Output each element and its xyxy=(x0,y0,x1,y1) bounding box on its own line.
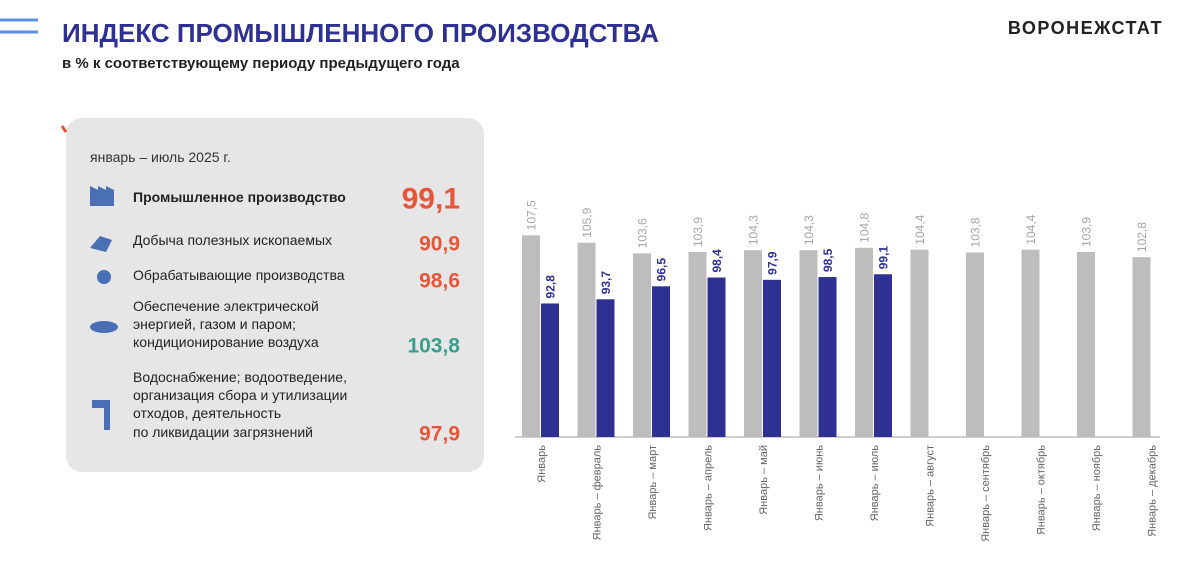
item-label: кондиционирование воздуха xyxy=(133,334,319,350)
value-label: 105,9 xyxy=(580,207,594,237)
bar xyxy=(799,250,818,437)
value-label: 103,9 xyxy=(1080,217,1094,247)
bar xyxy=(744,250,762,437)
x-tick-label: Январь – сентябрь xyxy=(980,445,992,542)
bar xyxy=(577,242,596,437)
x-tick-label: Январь – август xyxy=(925,445,937,527)
item-value: 99,1 xyxy=(402,183,460,216)
bar xyxy=(522,235,540,437)
value-label: 103,8 xyxy=(969,217,983,247)
decoration xyxy=(60,125,68,133)
bar xyxy=(541,303,559,437)
x-tick-label: Январь – март xyxy=(647,445,659,520)
value-label: 102,8 xyxy=(1135,222,1149,252)
bar xyxy=(910,249,929,437)
value-label: 103,9 xyxy=(691,217,705,247)
icon-industry xyxy=(90,186,114,206)
item-value: 98,6 xyxy=(419,269,460,292)
items: Промышленное производство 99,1 Добыча поле… xyxy=(133,183,460,446)
value-label: 93,7 xyxy=(599,271,613,295)
title: ИНДЕКС ПРОМЫШЛЕННОГО ПРОИЗВОДСТВА xyxy=(62,18,659,48)
icon-gear xyxy=(97,270,111,284)
value-label: 104,3 xyxy=(747,215,761,245)
item-label: Добыча полезных ископаемых xyxy=(133,232,332,248)
x-tick-label: Январь – июнь xyxy=(814,445,826,521)
bar xyxy=(818,277,837,437)
icon-energy xyxy=(90,321,118,333)
value-label: 104,4 xyxy=(1024,214,1038,244)
value-label: 104,3 xyxy=(802,215,816,245)
subtitle: в % к соответствующему периоду предыдуще… xyxy=(62,55,460,72)
item-label: отходов, деятельность xyxy=(133,405,281,421)
bar xyxy=(1021,249,1040,437)
bar xyxy=(652,286,670,437)
item-label: по ликвидации загрязнений xyxy=(133,424,313,440)
bar xyxy=(1132,257,1151,437)
item-label: Обрабатывающие производства xyxy=(133,267,345,283)
icon-water xyxy=(92,400,110,430)
x-tick-label: Январь – ноябрь xyxy=(1091,445,1103,532)
value-label: 104,8 xyxy=(858,212,872,242)
x-tick-label: Январь – октябрь xyxy=(1036,445,1048,535)
x-tick-label: Январь – февраль xyxy=(592,445,604,541)
item-label: энергией, газом и паром; xyxy=(133,316,296,332)
icons xyxy=(90,186,118,430)
item-value: 97,9 xyxy=(419,422,460,445)
item-label: организация сбора и утилизации xyxy=(133,387,347,403)
bar xyxy=(1077,252,1095,437)
chart: 107,5 92,8 Январь 105,9 93,7 Январь – февраль… xyxy=(522,200,1159,542)
item-label: Водоснабжение; водоотведение, xyxy=(133,369,347,385)
value-label: 107,5 xyxy=(525,200,539,230)
bar xyxy=(874,274,892,437)
value-label: 96,5 xyxy=(655,258,669,282)
value-label: 104,4 xyxy=(913,214,927,244)
value-label: 92,8 xyxy=(544,275,558,299)
item-value: 103,8 xyxy=(407,334,460,357)
brand: ВОРОНЕЖСТАТ xyxy=(1008,18,1163,38)
period: январь – июль 2025 г. xyxy=(90,149,231,165)
x-tick-label: Январь xyxy=(536,445,548,483)
value-label: 98,5 xyxy=(821,248,835,272)
item-label: Обеспечение электрической xyxy=(133,298,319,314)
x-tick-label: Январь – декабрь xyxy=(1147,445,1159,537)
x-tick-label: Январь – май xyxy=(758,445,770,515)
bar xyxy=(855,247,873,437)
info-panel xyxy=(66,118,484,472)
x-tick-label: Январь – апрель xyxy=(703,445,715,531)
bar xyxy=(966,252,984,437)
bar xyxy=(633,253,651,437)
icon-mining xyxy=(90,236,112,252)
bar xyxy=(596,299,615,437)
value-label: 97,9 xyxy=(766,251,780,275)
value-label: 103,6 xyxy=(636,218,650,248)
bar xyxy=(707,277,726,437)
bar xyxy=(688,252,707,437)
x-tick-label: Январь – июль xyxy=(869,445,881,522)
value-label: 99,1 xyxy=(877,246,891,270)
item-label: Промышленное производство xyxy=(133,189,346,205)
value-label: 98,4 xyxy=(710,249,724,273)
bar xyxy=(763,279,781,437)
item-value: 90,9 xyxy=(419,232,460,255)
